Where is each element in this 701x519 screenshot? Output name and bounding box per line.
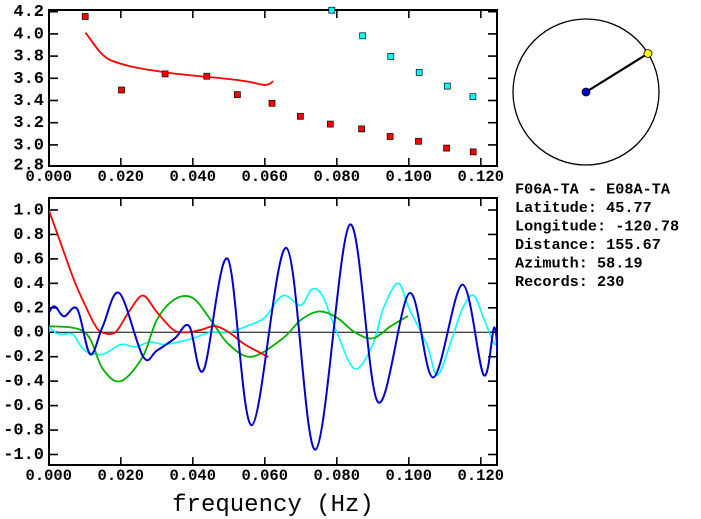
svg-text:0.4: 0.4 xyxy=(13,275,44,294)
svg-text:0.120: 0.120 xyxy=(458,467,505,485)
svg-text:0.020: 0.020 xyxy=(98,467,145,485)
svg-text:0.080: 0.080 xyxy=(314,168,361,186)
svg-text:Distance: 155.67: Distance: 155.67 xyxy=(515,236,661,254)
svg-text:-0.6: -0.6 xyxy=(3,397,44,416)
svg-text:Records: 230: Records: 230 xyxy=(515,273,624,291)
svg-text:4.0: 4.0 xyxy=(13,25,44,44)
svg-text:1.0: 1.0 xyxy=(13,201,44,220)
svg-text:0.6: 0.6 xyxy=(13,250,44,269)
svg-text:0.020: 0.020 xyxy=(98,168,145,186)
svg-text:-0.4: -0.4 xyxy=(3,373,44,392)
svg-text:0.000: 0.000 xyxy=(26,168,73,186)
svg-text:3.4: 3.4 xyxy=(13,92,44,111)
svg-text:0.000: 0.000 xyxy=(26,467,73,485)
svg-text:-1.0: -1.0 xyxy=(3,446,44,465)
svg-text:Azimuth: 58.19: Azimuth: 58.19 xyxy=(515,255,643,273)
svg-text:0.080: 0.080 xyxy=(314,467,361,485)
svg-text:0.060: 0.060 xyxy=(242,467,289,485)
svg-text:frequency (Hz): frequency (Hz) xyxy=(172,492,374,519)
svg-text:-0.2: -0.2 xyxy=(3,348,44,367)
svg-text:4.2: 4.2 xyxy=(13,3,44,22)
svg-text:0.100: 0.100 xyxy=(386,467,433,485)
svg-text:0.8: 0.8 xyxy=(13,226,44,245)
svg-text:0.0: 0.0 xyxy=(13,324,44,343)
svg-text:0.060: 0.060 xyxy=(242,168,289,186)
svg-text:0.2: 0.2 xyxy=(13,299,44,318)
svg-text:3.2: 3.2 xyxy=(13,114,44,133)
svg-text:3.8: 3.8 xyxy=(13,48,44,67)
svg-text:0.040: 0.040 xyxy=(170,168,217,186)
svg-text:-0.8: -0.8 xyxy=(3,422,44,441)
svg-text:F06A-TA - E08A-TA: F06A-TA - E08A-TA xyxy=(515,181,671,199)
svg-text:0.100: 0.100 xyxy=(386,168,433,186)
svg-text:0.120: 0.120 xyxy=(458,168,505,186)
svg-text:0.040: 0.040 xyxy=(170,467,217,485)
svg-text:3.6: 3.6 xyxy=(13,70,44,89)
svg-text:3.0: 3.0 xyxy=(13,136,44,155)
svg-text:Longitude: -120.78: Longitude: -120.78 xyxy=(515,218,679,236)
svg-text:Latitude: 45.77: Latitude: 45.77 xyxy=(515,199,652,217)
